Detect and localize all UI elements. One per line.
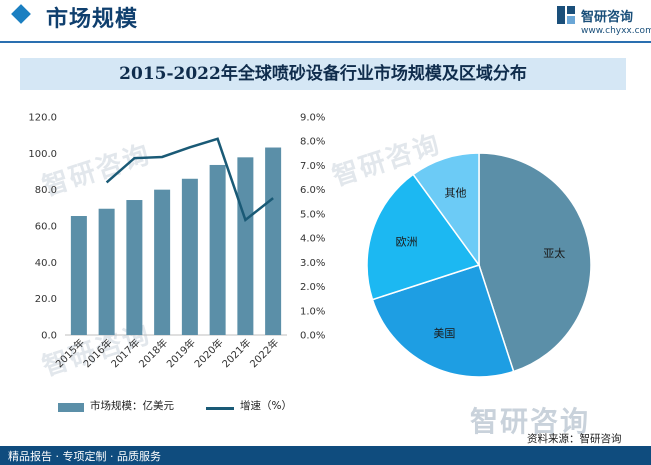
y-axis-tick-label: 100.0: [28, 149, 57, 160]
chart-title: 2015-2022年全球喷砂设备行业市场规模及区域分布: [119, 64, 527, 84]
section-heading: 市场规模: [46, 7, 139, 32]
y-axis-tick-label: 40.0: [35, 258, 57, 269]
y2-axis-tick-label: 2.0%: [300, 282, 325, 293]
pie-slice: [371, 264, 515, 378]
brand-logo: 智研咨询 www.chyxx.com: [555, 4, 651, 38]
y2-axis-tick-label: 8.0%: [300, 137, 325, 148]
footer-bar: 精品报告 · 专项定制 · 品质服务: [0, 446, 651, 465]
pie-slice: [478, 152, 592, 373]
legend-bar-swatch: [58, 403, 84, 412]
bar: [154, 189, 171, 335]
bar: [126, 200, 143, 335]
y2-axis-tick-label: 1.0%: [300, 306, 325, 317]
y2-axis-tick-label: 4.0%: [300, 234, 325, 245]
bar: [98, 208, 115, 335]
y2-axis-tick-label: 7.0%: [300, 161, 325, 172]
x-axis-tick-label: 2016年: [80, 336, 114, 370]
y2-axis-tick-label: 5.0%: [300, 209, 325, 220]
x-axis-tick-label: 2019年: [164, 336, 198, 370]
brand-name: 智研咨询: [581, 10, 634, 25]
y2-axis-tick-label: 6.0%: [300, 185, 325, 196]
header-rule: [0, 41, 651, 43]
bar: [265, 147, 282, 335]
y-axis-tick-label: 0.0: [41, 331, 57, 342]
watermark: 智研咨询: [470, 405, 591, 438]
x-axis-tick-label: 2020年: [191, 336, 225, 370]
x-axis-tick-label: 2022年: [247, 336, 281, 370]
pie-slice-label: 其他: [444, 187, 466, 200]
source-note: 资料来源：智研咨询: [527, 433, 622, 445]
y-axis-tick-label: 60.0: [35, 222, 57, 233]
legend-line-label: 增速（%）: [240, 400, 292, 412]
footer-tagline: 精品报告 · 专项定制 · 品质服务: [8, 450, 161, 463]
bar: [181, 178, 198, 335]
legend-line-swatch: [206, 407, 234, 410]
header-bar: 市场规模 智研咨询 www.chyxx.com: [0, 0, 651, 40]
pie-slice-label: 亚太: [543, 247, 565, 260]
x-axis-tick-label: 2018年: [136, 336, 170, 370]
legend-bar-label: 市场规模：亿美元: [90, 400, 174, 412]
x-axis-tick-label: 2015年: [53, 336, 87, 370]
y2-axis-tick-label: 0.0%: [300, 331, 325, 342]
bar: [209, 164, 226, 335]
y2-axis-tick-label: 9.0%: [300, 113, 325, 124]
pie-slice: [412, 152, 480, 268]
growth-line: [105, 137, 274, 223]
pie-slice-label: 美国: [433, 327, 455, 340]
bar: [237, 157, 254, 335]
chart-title-box: 2015-2022年全球喷砂设备行业市场规模及区域分布: [20, 58, 626, 90]
y-axis-tick-label: 80.0: [35, 185, 57, 196]
pie-slice: [366, 173, 481, 301]
brand-logo-icon: [557, 6, 575, 24]
x-axis-tick-label: 2021年: [219, 336, 253, 370]
brand-url: www.chyxx.com: [581, 26, 651, 36]
bar: [70, 216, 87, 335]
y-axis-tick-label: 20.0: [35, 294, 57, 305]
x-axis-tick-label: 2017年: [108, 336, 142, 370]
y-axis-tick-label: 120.0: [28, 113, 57, 124]
y2-axis-tick-label: 3.0%: [300, 258, 325, 269]
pie-slice-label: 欧洲: [396, 235, 418, 248]
